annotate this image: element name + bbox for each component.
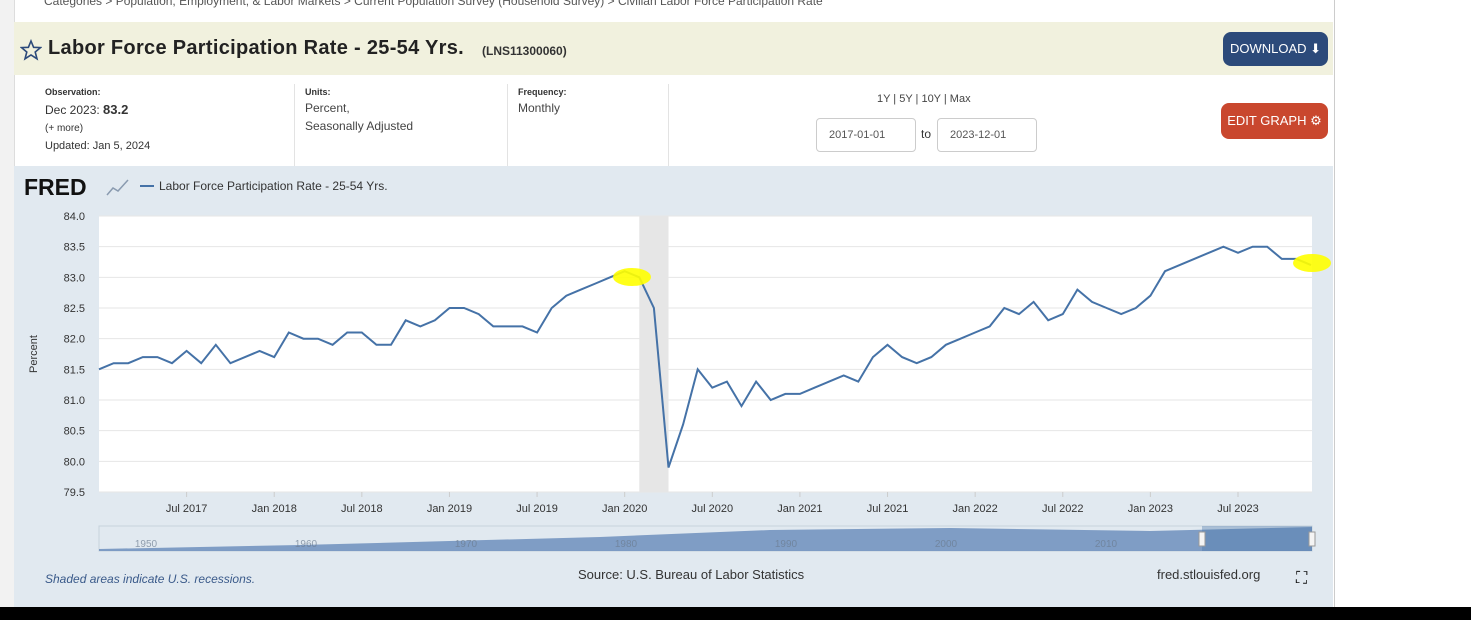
download-button[interactable]: DOWNLOAD ⬇ xyxy=(1223,32,1328,66)
title-bar xyxy=(14,22,1333,75)
y-tick-label: 82.0 xyxy=(64,334,85,346)
navigator: 1950 1960 1970 1980 1990 2000 2010 xyxy=(98,525,1316,552)
plot-area xyxy=(99,216,1312,492)
x-tick-label: Jan 2019 xyxy=(427,503,472,515)
x-tick-label: Jan 2021 xyxy=(777,503,822,515)
series-id: (LNS11300060) xyxy=(482,44,567,58)
start-date-input[interactable]: 2017-01-01 xyxy=(816,118,916,152)
navigator-year: 1990 xyxy=(775,539,798,550)
highlight xyxy=(1293,254,1331,272)
units-label: Units: xyxy=(305,87,331,97)
observation-date: Dec 2023: xyxy=(45,103,100,117)
x-tick-label: Jan 2023 xyxy=(1128,503,1173,515)
x-tick-label: Jul 2017 xyxy=(166,503,208,515)
frequency-label: Frequency: xyxy=(518,87,567,97)
navigator-year: 1980 xyxy=(615,539,638,550)
x-tick-label: Jul 2018 xyxy=(341,503,383,515)
series-line xyxy=(98,245,1312,468)
source: Source: U.S. Bureau of Labor Statistics xyxy=(578,567,805,582)
fullscreen-icon[interactable]: ⛶ xyxy=(1296,570,1308,587)
y-tick-label: 80.0 xyxy=(64,456,85,468)
navigator-year: 1960 xyxy=(295,539,318,550)
fred-logo: FRED xyxy=(24,174,87,200)
end-date-input[interactable]: 2023-12-01 xyxy=(937,118,1037,152)
observation-value: 83.2 xyxy=(103,102,129,117)
y-tick-label: 83.5 xyxy=(64,242,85,254)
y-axis-label: Percent xyxy=(28,335,40,373)
observation-label: Observation: xyxy=(45,87,101,97)
frequency: Monthly xyxy=(518,101,561,115)
navigator-year: 2010 xyxy=(1095,539,1118,550)
star-icon[interactable] xyxy=(20,39,42,61)
range-links[interactable]: 1Y | 5Y | 10Y | Max xyxy=(877,93,971,105)
y-tick-label: 79.5 xyxy=(64,487,85,499)
logo-glyph xyxy=(106,179,129,196)
legend-label: Labor Force Participation Rate - 25-54 Y… xyxy=(159,179,388,193)
chart: FRED Percent 1950 1960 1970 1980 1990 2000 201… xyxy=(24,174,1331,552)
taskbar-edge xyxy=(0,607,1471,620)
navigator-year: 1970 xyxy=(455,539,478,550)
navigator-year: 2000 xyxy=(935,539,958,550)
edit-graph-button[interactable]: EDIT GRAPH ⚙ xyxy=(1221,103,1328,139)
recession-shade xyxy=(639,216,669,492)
to-label: to xyxy=(921,127,932,141)
recession-note: Shaded areas indicate U.S. recessions. xyxy=(45,572,256,586)
x-tick-label: Jul 2021 xyxy=(867,503,909,515)
units-line: Seasonally Adjusted xyxy=(305,119,414,133)
y-tick-label: 81.0 xyxy=(64,395,85,407)
observation: Dec 2023: 83.2 xyxy=(45,102,128,117)
more-link[interactable]: (+ more) xyxy=(45,123,84,134)
x-tick-label: Jul 2022 xyxy=(1042,503,1084,515)
y-tick-label: 84.0 xyxy=(64,211,85,223)
updated: Updated: Jan 5, 2024 xyxy=(45,140,151,152)
download-label: DOWNLOAD xyxy=(1229,41,1307,56)
x-tick-label: Jul 2019 xyxy=(516,503,558,515)
y-tick-label: 83.0 xyxy=(64,272,85,284)
edit-graph-label: EDIT GRAPH xyxy=(1227,113,1307,128)
x-tick-label: Jan 2022 xyxy=(953,503,998,515)
site[interactable]: fred.stlouisfed.org xyxy=(1157,567,1261,582)
left-margin xyxy=(0,0,14,607)
y-tick-label: 82.5 xyxy=(64,303,85,315)
units-line: Percent, xyxy=(305,101,350,115)
x-tick-label: Jul 2023 xyxy=(1217,503,1259,515)
x-tick-label: Jul 2020 xyxy=(692,503,734,515)
navigator-year: 1950 xyxy=(135,539,158,550)
y-tick-label: 81.5 xyxy=(64,364,85,376)
x-tick-label: Jan 2018 xyxy=(252,503,297,515)
highlight xyxy=(613,268,651,286)
y-tick-label: 80.5 xyxy=(64,426,85,438)
x-tick-label: Jan 2020 xyxy=(602,503,647,515)
series-title: Labor Force Participation Rate - 25-54 Y… xyxy=(48,37,464,59)
breadcrumb[interactable]: Categories > Population, Employment, & L… xyxy=(44,0,823,8)
